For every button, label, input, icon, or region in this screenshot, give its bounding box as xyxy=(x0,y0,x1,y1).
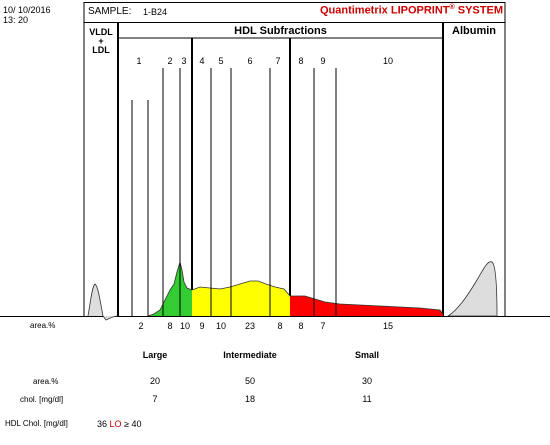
brand-title: Quantimetrix LIPOPRINT® SYSTEM xyxy=(320,4,503,17)
subfraction-number-4: 4 xyxy=(199,56,204,66)
area-value-4: 9 xyxy=(199,321,204,331)
hdl-curve-outline xyxy=(147,260,444,317)
subfraction-number-2: 2 xyxy=(167,56,172,66)
area-value-2: 8 xyxy=(167,321,172,331)
subfraction-number-5: 5 xyxy=(218,56,223,66)
density-curves xyxy=(87,260,498,321)
run-date: 10/ 10/2016 xyxy=(3,5,51,15)
group-large: Large xyxy=(142,350,168,360)
hdl-chol-value: 36 xyxy=(97,419,108,429)
large-area: 20 xyxy=(149,376,160,386)
hdl-chol-flag: LO xyxy=(109,419,122,429)
subfraction-number-10: 10 xyxy=(383,56,393,66)
subfraction-numbers: 1 2 3 4 5 6 7 8 9 10 xyxy=(136,56,393,66)
area-value-7: 8 xyxy=(277,321,282,331)
vldl-text: VLDL xyxy=(89,27,113,37)
intermediate-area: 50 xyxy=(244,376,255,386)
subfraction-area-values: 2 8 10 9 10 23 8 8 7 15 xyxy=(138,321,393,331)
area-value-9: 7 xyxy=(320,321,325,331)
sample-id: 1-B24 xyxy=(143,7,168,17)
hdl-chol-ref: ≥ 40 xyxy=(124,419,142,429)
area-value-5: 10 xyxy=(216,321,226,331)
fill-small xyxy=(290,296,443,316)
group-intermediate: Intermediate xyxy=(223,350,277,360)
chart-frame xyxy=(83,22,506,317)
subfraction-lines xyxy=(131,68,337,316)
ldl-text: LDL xyxy=(92,45,110,55)
brand-mark: ® xyxy=(449,4,455,11)
hdl-header: HDL Subfractions xyxy=(234,25,327,37)
intermediate-chol: 18 xyxy=(244,394,255,404)
subfraction-number-9: 9 xyxy=(320,56,325,66)
table-chol-label: chol. [mg/dl] xyxy=(20,395,64,404)
plus-text: + xyxy=(98,36,104,46)
subfraction-number-6: 6 xyxy=(247,56,252,66)
small-area: 30 xyxy=(361,376,372,386)
table-area-label: area.% xyxy=(33,377,59,386)
area-value-3: 10 xyxy=(180,321,190,331)
small-chol: 11 xyxy=(362,394,372,404)
run-datetime: 10/ 10/2016 13: 20 xyxy=(3,5,51,25)
area-value-10: 15 xyxy=(383,321,393,331)
subfraction-number-3: 3 xyxy=(181,56,186,66)
fill-intermediate xyxy=(192,281,290,316)
albumin-peak xyxy=(446,261,498,317)
vldl-ldl-peak xyxy=(87,283,119,321)
brand-name: Quantimetrix LIPOPRINT xyxy=(319,4,450,17)
large-chol: 7 xyxy=(152,394,158,404)
group-small: Small xyxy=(354,350,379,360)
run-time: 13: 20 xyxy=(3,15,29,25)
hdl-chol-label: HDL Chol. [mg/dl] xyxy=(5,419,68,428)
subfraction-number-7: 7 xyxy=(275,56,280,66)
brand-suffix: SYSTEM xyxy=(454,4,503,17)
albumin-header: Albumin xyxy=(452,25,496,37)
fill-large xyxy=(148,262,192,316)
area-value-1: 2 xyxy=(138,321,143,331)
sample-label: SAMPLE: xyxy=(88,6,132,17)
subfraction-number-8: 8 xyxy=(298,56,303,66)
area-value-8: 8 xyxy=(298,321,303,331)
hdl-chol-result: 36 LO ≥ 40 xyxy=(97,419,142,429)
header-frame xyxy=(83,2,506,23)
area-row-label: area.% xyxy=(30,321,56,330)
subfraction-number-1: 1 xyxy=(136,56,141,66)
area-value-6: 23 xyxy=(245,321,255,331)
vldl-ldl-label: VLDL + LDL xyxy=(87,28,115,55)
